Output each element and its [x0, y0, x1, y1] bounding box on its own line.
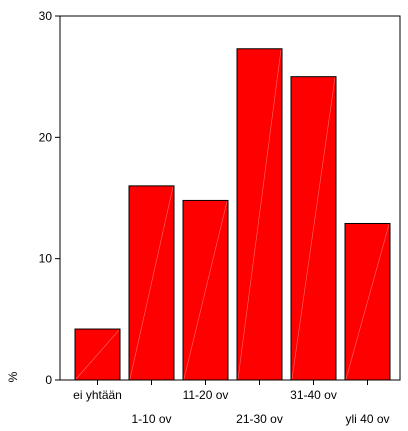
- chart-bars: [74, 48, 391, 381]
- y-axis-label: %: [6, 371, 20, 382]
- y-tick-label: 10: [39, 252, 53, 266]
- bar-highlight: [129, 186, 174, 380]
- bar-highlight: [183, 201, 228, 380]
- bar-highlight: [291, 77, 336, 380]
- bar-highlight: [345, 224, 390, 380]
- x-tick-label: 1-10 ov: [131, 412, 171, 426]
- y-tick-label: 20: [39, 130, 53, 144]
- x-tick-label: 21-30 ov: [236, 412, 283, 426]
- y-tick-label: 0: [45, 373, 52, 387]
- chart-labels: 0 10 20 30 ei yhtään 1-10 ov 11-20 ov 21-30 ov 3…: [39, 9, 390, 426]
- x-tick-label: yli 40 ov: [345, 412, 389, 426]
- x-tick-label: 31-40 ov: [290, 388, 337, 402]
- x-tick-label: ei yhtään: [73, 388, 122, 402]
- chart-axes: [55, 15, 401, 385]
- bar: [290, 76, 337, 381]
- y-tick-label: 30: [39, 9, 53, 23]
- bar-highlight: [237, 49, 282, 380]
- bar-highlight: [75, 329, 120, 380]
- plot-frame: [59, 15, 401, 381]
- x-tick-label: 11-20 ov: [183, 388, 229, 402]
